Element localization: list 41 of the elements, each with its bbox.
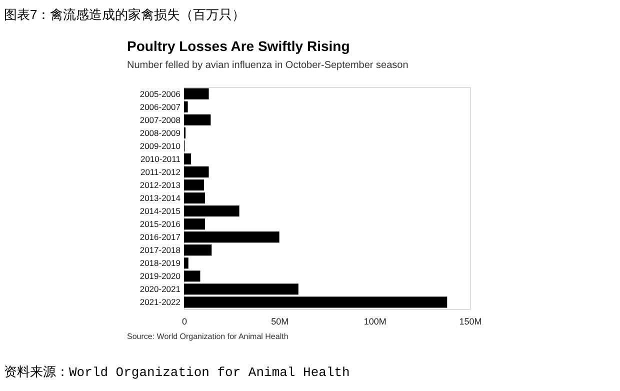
bar: [184, 244, 212, 256]
y-tick-label: 2016-2017: [140, 232, 181, 242]
bar: [184, 192, 205, 204]
y-tick-label: 2017-2018: [140, 245, 181, 256]
y-tick-label: 2009-2010: [140, 140, 181, 151]
chart-title: Poultry Losses Are Swiftly Rising: [127, 38, 350, 54]
y-tick-label: 2020-2021: [140, 284, 181, 294]
y-tick-label: 2018-2019: [140, 258, 181, 268]
bar: [184, 258, 188, 269]
y-tick-label: 2005-2006: [140, 88, 181, 99]
chart-subtitle: Number felled by avian influenza in October-September season: [127, 60, 408, 71]
bar: [184, 153, 192, 164]
bar: [184, 270, 200, 282]
y-tick-label: 2015-2016: [140, 219, 181, 230]
y-tick-label: 2011-2012: [140, 166, 181, 177]
y-tick-label: 2007-2008: [140, 114, 181, 125]
bar: [184, 166, 209, 178]
text: 资料来源：World Organization for Animal Health: [4, 365, 350, 380]
source-note: Source: World Organization for Animal Health: [127, 332, 288, 341]
x-tick-label: 50M: [271, 316, 289, 326]
y-tick-label: 2013-2014: [140, 193, 181, 203]
y-tick-label: 2006-2007: [140, 102, 181, 112]
y-tick-label: 2010-2011: [140, 154, 181, 164]
y-tick-label: 2019-2020: [140, 271, 181, 282]
bar: [184, 88, 209, 100]
bar: [184, 232, 280, 243]
text: 图表7：禽流感造成的家禽损失（百万只）: [4, 7, 246, 22]
bar: [184, 218, 205, 230]
y-tick-label: 2014-2015: [140, 206, 181, 216]
y-tick-label: 2021-2022: [140, 297, 181, 308]
bar: [184, 205, 240, 217]
bar: [184, 284, 298, 295]
x-tick-label: 150M: [459, 316, 482, 326]
y-tick-label: 2008-2009: [140, 128, 181, 138]
bar: [184, 101, 188, 112]
y-tick-label: 2012-2013: [140, 180, 181, 190]
bar: [184, 179, 204, 191]
bar: [184, 114, 211, 126]
bar: [184, 296, 448, 308]
x-tick-label: 0: [182, 316, 188, 326]
x-tick-label: 100M: [364, 316, 386, 326]
